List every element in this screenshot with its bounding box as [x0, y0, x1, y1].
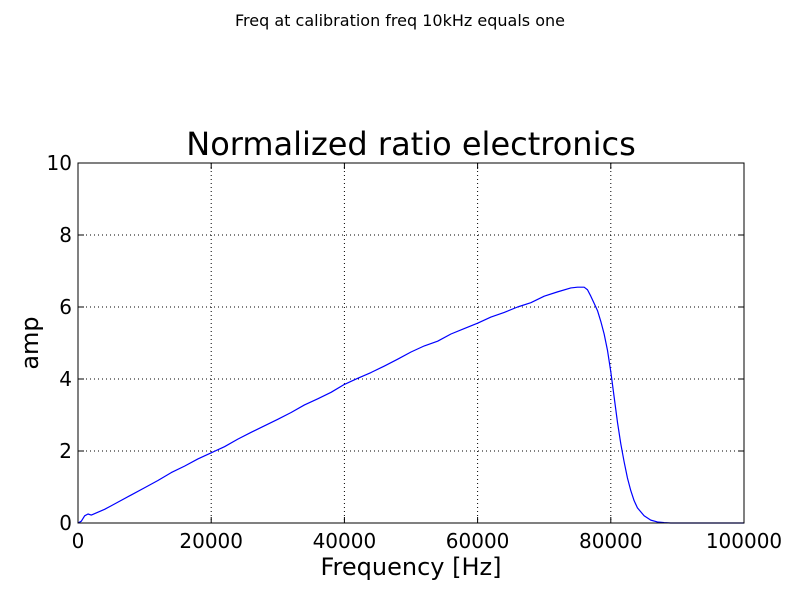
y-tick-label: 2 [59, 439, 72, 463]
x-axis-label: Frequency [Hz] [321, 553, 502, 581]
x-tick-label: 20000 [179, 529, 243, 553]
figure-suptitle: Freq at calibration freq 10kHz equals on… [235, 11, 565, 30]
x-tick-labels: 0 20000 40000 60000 80000 100000 [72, 529, 783, 553]
series-line-0 [77, 286, 744, 524]
series-group [77, 286, 744, 524]
x-tick-label: 0 [72, 529, 85, 553]
x-tick-label: 80000 [579, 529, 643, 553]
y-tick-labels: 0 2 4 6 8 10 [47, 151, 72, 535]
y-axis-label: amp [16, 316, 44, 369]
chart-title: Normalized ratio electronics [186, 125, 635, 163]
y-tick-label: 0 [59, 511, 72, 535]
x-tick-label: 60000 [446, 529, 510, 553]
y-tick-label: 8 [59, 223, 72, 247]
x-tick-label: 40000 [313, 529, 377, 553]
plot-frame [77, 162, 745, 524]
y-tick-label: 10 [47, 151, 72, 175]
axis-ticks [77, 162, 745, 524]
y-tick-label: 4 [59, 367, 72, 391]
y-tick-label: 6 [59, 295, 72, 319]
grid-lines [78, 163, 744, 523]
x-tick-label: 100000 [706, 529, 782, 553]
